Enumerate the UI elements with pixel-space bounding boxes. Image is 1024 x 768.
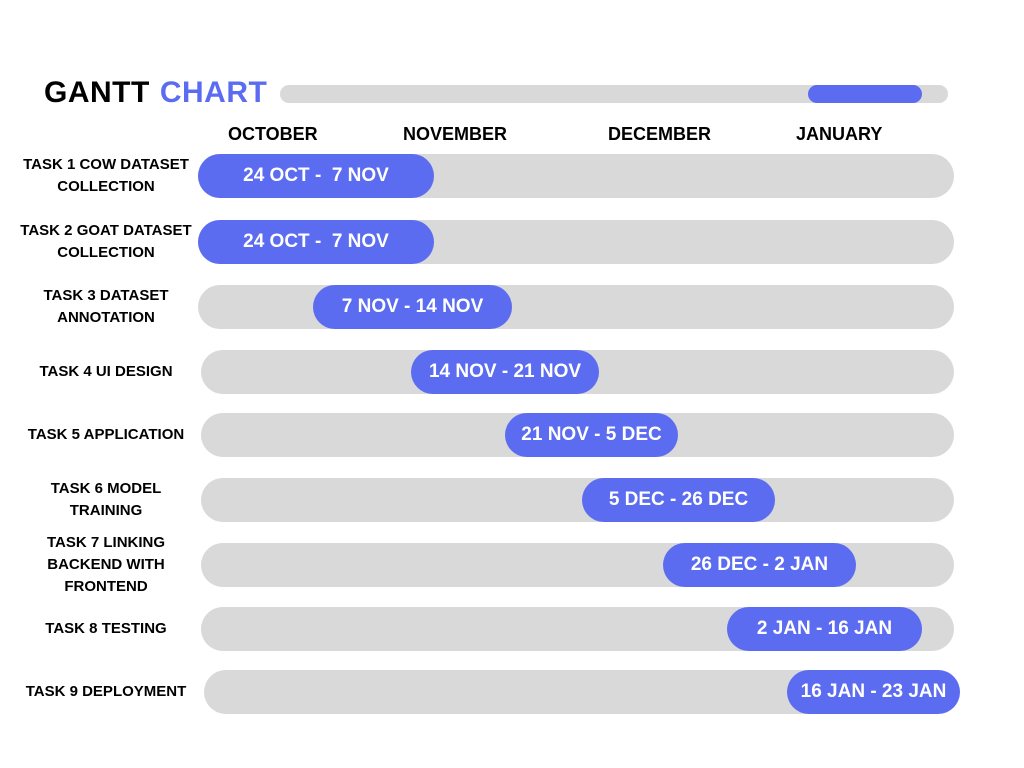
task-label: TASK 3 DATASET ANNOTATION — [43, 287, 169, 326]
task-label: TASK 8 TESTING — [45, 620, 167, 637]
task-bar: 26 DEC - 2 JAN — [663, 543, 856, 587]
chart-title: GANTT CHART — [44, 76, 267, 110]
task-bar: 7 NOV - 14 NOV — [313, 285, 512, 329]
task-bar: 24 OCT - 7 NOV — [198, 154, 434, 198]
month-label-november: NOVEMBER — [403, 124, 508, 144]
chart-title-word-2: CHART — [159, 76, 268, 109]
task-label: TASK 1 COW DATASET COLLECTION — [23, 156, 189, 195]
task-label: TASK 9 DEPLOYMENT — [25, 683, 187, 700]
task-label: TASK 5 APPLICATION — [27, 426, 185, 443]
task-label: TASK 2 GOAT DATASET COLLECTION — [20, 222, 192, 261]
task-track — [201, 478, 954, 522]
task-label: TASK 6 MODEL TRAINING — [50, 480, 162, 519]
month-label-december: DECEMBER — [608, 124, 712, 144]
task-label: TASK 7 LINKING BACKEND WITH FRONTEND — [46, 534, 166, 595]
task-bar: 21 NOV - 5 DEC — [505, 413, 678, 457]
month-label-january: JANUARY — [796, 124, 883, 144]
task-bar: 16 JAN - 23 JAN — [787, 670, 960, 714]
task-track — [198, 285, 954, 329]
task-label: TASK 4 UI DESIGN — [39, 363, 173, 380]
month-label-october: OCTOBER — [228, 124, 318, 144]
task-bar: 24 OCT - 7 NOV — [198, 220, 434, 264]
task-bar: 5 DEC - 26 DEC — [582, 478, 775, 522]
decorative-progress-fill — [808, 85, 922, 103]
task-bar: 14 NOV - 21 NOV — [411, 350, 599, 394]
decorative-progress-track — [280, 85, 948, 103]
chart-title-word-1: GANTT — [44, 76, 150, 109]
task-bar: 2 JAN - 16 JAN — [727, 607, 922, 651]
